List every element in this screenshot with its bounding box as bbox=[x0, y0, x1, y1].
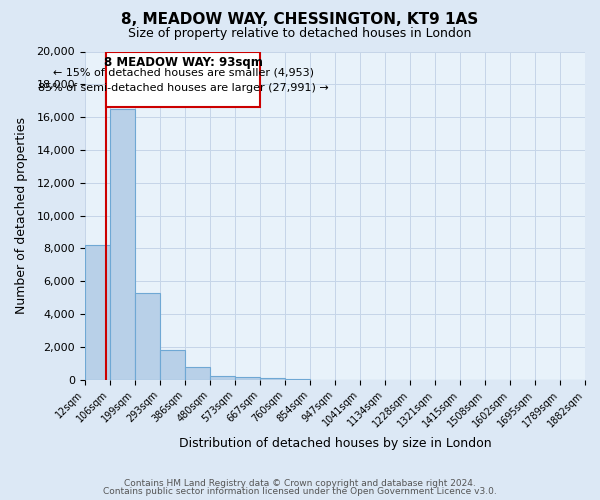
Text: Size of property relative to detached houses in London: Size of property relative to detached ho… bbox=[128, 28, 472, 40]
Text: 85% of semi-detached houses are larger (27,991) →: 85% of semi-detached houses are larger (… bbox=[38, 82, 329, 92]
Bar bbox=[110, 109, 135, 380]
Bar bbox=[160, 350, 185, 380]
Bar bbox=[260, 378, 285, 380]
Text: ← 15% of detached houses are smaller (4,953): ← 15% of detached houses are smaller (4,… bbox=[53, 68, 314, 78]
Bar bbox=[235, 377, 260, 380]
Bar bbox=[210, 376, 235, 380]
Bar bbox=[185, 368, 210, 380]
Y-axis label: Number of detached properties: Number of detached properties bbox=[15, 117, 28, 314]
Text: 8 MEADOW WAY: 93sqm: 8 MEADOW WAY: 93sqm bbox=[104, 56, 263, 70]
Text: Contains HM Land Registry data © Crown copyright and database right 2024.: Contains HM Land Registry data © Crown c… bbox=[124, 478, 476, 488]
Bar bbox=[85, 245, 110, 380]
Text: 8, MEADOW WAY, CHESSINGTON, KT9 1AS: 8, MEADOW WAY, CHESSINGTON, KT9 1AS bbox=[121, 12, 479, 28]
Bar bbox=[135, 292, 160, 380]
FancyBboxPatch shape bbox=[106, 52, 260, 108]
Text: Contains public sector information licensed under the Open Government Licence v3: Contains public sector information licen… bbox=[103, 487, 497, 496]
X-axis label: Distribution of detached houses by size in London: Distribution of detached houses by size … bbox=[179, 437, 491, 450]
